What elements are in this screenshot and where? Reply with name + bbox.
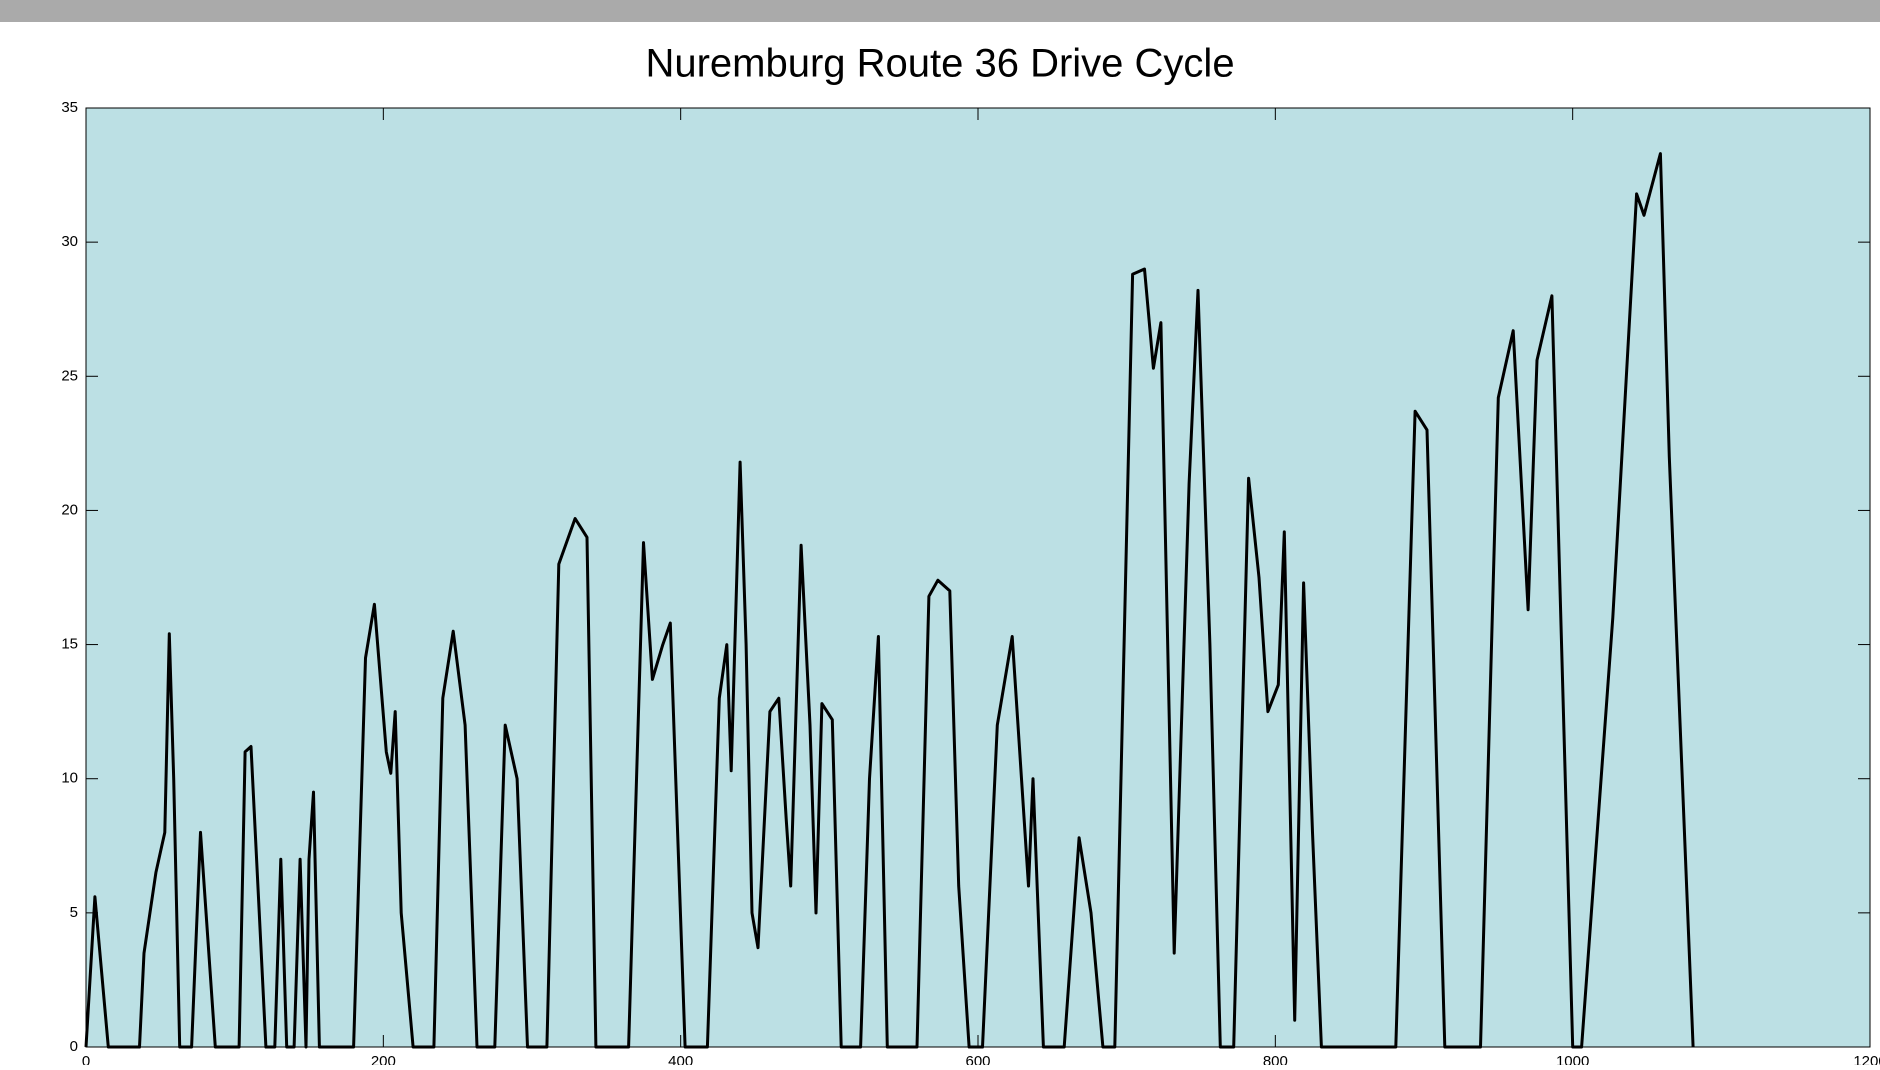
y-tick-label: 25 [61,367,78,384]
x-tick-label: 1200 [1853,1053,1880,1065]
x-tick-label: 800 [1263,1053,1288,1065]
y-tick-label: 20 [61,501,78,518]
x-tick-label: 0 [82,1053,90,1065]
x-tick-label: 400 [668,1053,693,1065]
top-bar [0,0,1880,22]
line-series [84,152,1695,1049]
chart-title: Nuremburg Route 36 Drive Cycle [645,42,1234,86]
x-tick-label: 1000 [1556,1053,1589,1065]
y-tick-label: 15 [61,636,78,653]
plot-area [85,107,1871,1048]
x-tick-label: 600 [965,1053,990,1065]
y-tick-label: 35 [61,99,78,116]
y-tick-label: 0 [70,1038,78,1055]
y-tick-label: 5 [70,904,78,921]
x-tick-label: 200 [371,1053,396,1065]
y-tick-label: 30 [61,233,78,250]
y-tick-label: 10 [61,770,78,787]
